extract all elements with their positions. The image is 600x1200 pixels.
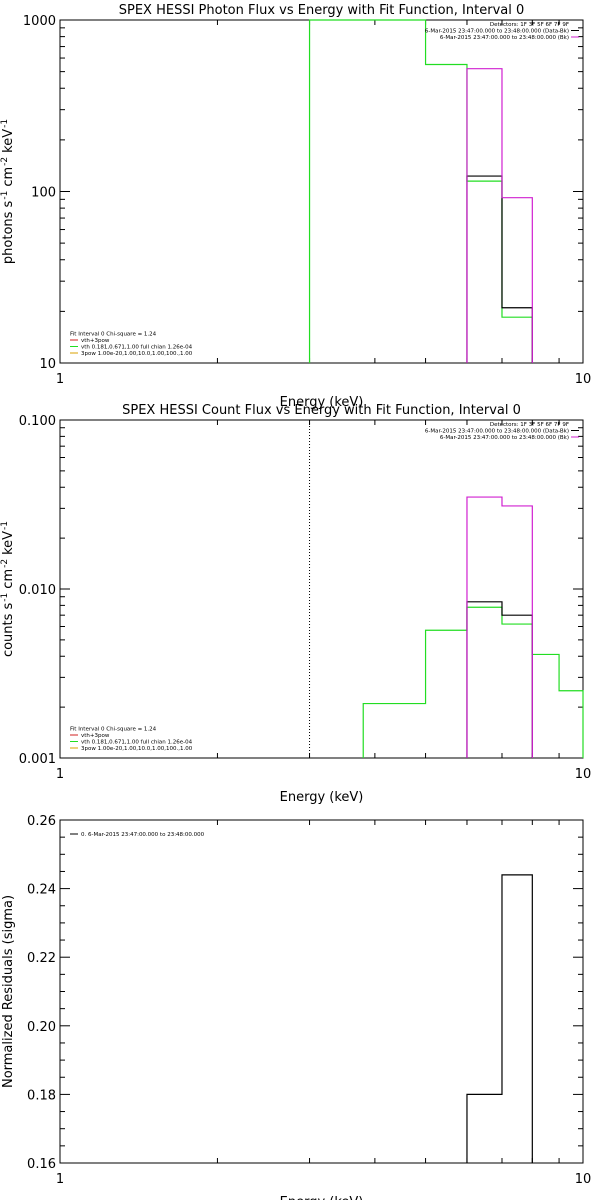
legend-entry: Fit Interval 0 Chi-square = 1.24 xyxy=(70,727,157,733)
y-axis-label-text: photons s xyxy=(1,200,16,264)
y-axis-label-part: keV xyxy=(1,129,16,153)
plot-frame xyxy=(59,19,584,364)
y-tick-label: 0.010 xyxy=(19,583,56,598)
chart-title: SPEX HESSI Count Flux vs Energy with Fit… xyxy=(122,403,521,418)
legend-entry: 0. 6-Mar-2015 23:47:00.000 to 23:48:00.0… xyxy=(81,832,205,838)
legend-entry: Detectors: 1F 3F 5F 6F 7F 9F xyxy=(490,422,569,428)
series-magenta xyxy=(466,496,533,758)
legend-entry: vth 0.181,0.671,1.00 full chian 1.26e-04 xyxy=(81,740,193,746)
y-axis-label: counts s-1cm-2keV-1 xyxy=(0,521,16,657)
x-tick-label: 10 xyxy=(575,767,592,782)
y-axis-label-part: keV xyxy=(1,531,16,555)
plot-frame xyxy=(59,419,584,759)
chart-panel-1: SPEX HESSI Photon Flux vs Energy with Fi… xyxy=(0,3,591,410)
series-black xyxy=(466,175,533,363)
legend-entry: 6-Mar-2015 23:47:00.000 to 23:48:00.000 … xyxy=(440,435,569,441)
x-axis-label: Energy (keV) xyxy=(280,1195,364,1200)
series-magenta xyxy=(466,68,533,363)
series-green xyxy=(362,606,584,758)
chart-title: SPEX HESSI Photon Flux vs Energy with Fi… xyxy=(119,3,525,18)
x-tick-label: 1 xyxy=(56,767,64,782)
chart-panel-2: SPEX HESSI Count Flux vs Energy with Fit… xyxy=(0,403,591,805)
x-tick-label: 1 xyxy=(56,1172,64,1187)
y-tick-label: 1000 xyxy=(23,14,56,29)
series-black xyxy=(466,874,533,1163)
y-tick-label: 0.100 xyxy=(19,414,56,429)
y-axis-label-part: -1 xyxy=(0,191,10,200)
x-tick-label: 1 xyxy=(56,372,64,387)
x-axis-label: Energy (keV) xyxy=(280,790,364,805)
chart-panel-3: 1 10 0.16 0.18 0.20 0.22 0.24 0.26 Energy (keV) N… xyxy=(1,814,591,1200)
legend-entry: 6-Mar-2015 23:47:00.000 to 23:48:00.000 … xyxy=(425,29,569,35)
legend-entry: Detectors: 1F 3F 5F 6F 7F 9F xyxy=(490,22,569,28)
plot-frame xyxy=(59,819,584,1164)
legend-entry: 3pow 1.00e-20,1.00,10.0,1.00,100.,1.00 xyxy=(81,351,193,357)
y-tick-label: 100 xyxy=(31,186,56,201)
y-tick-label: 0.26 xyxy=(27,814,56,829)
series-black xyxy=(466,601,533,758)
legend-entry: Fit Interval 0 Chi-square = 1.24 xyxy=(70,332,157,338)
y-tick-label: 0.18 xyxy=(27,1088,56,1103)
series-green xyxy=(308,19,533,363)
x-tick-label: 10 xyxy=(575,1172,592,1187)
legend-entry: 6-Mar-2015 23:47:00.000 to 23:48:00.000 … xyxy=(440,35,569,41)
y-axis-label-part: cm xyxy=(1,167,16,187)
y-axis-label: Normalized Residuals (sigma) xyxy=(1,895,16,1088)
y-axis-label-part: -2 xyxy=(0,157,10,166)
y-tick-label: 0.20 xyxy=(27,1020,56,1035)
y-tick-label: 0.16 xyxy=(27,1157,56,1172)
y-axis-label: photons s-1cm-2keV-1 xyxy=(0,119,16,264)
x-tick-label: 10 xyxy=(575,372,592,387)
legend-entry: vth+3pow xyxy=(81,338,110,344)
legend-entry: 6-Mar-2015 23:47:00.000 to 23:48:00.000 … xyxy=(425,429,569,435)
x-axis-label: Energy (keV) xyxy=(280,395,364,410)
y-axis-label-part: -2 xyxy=(0,559,10,568)
legend-entry: vth 0.181,0.671,1.00 full chian 1.26e-04 xyxy=(81,345,193,351)
y-axis-label-part: -1 xyxy=(0,521,10,530)
y-axis-label-part: cm xyxy=(1,569,16,589)
y-tick-label: 0.001 xyxy=(19,752,56,767)
y-tick-label: 10 xyxy=(39,357,56,372)
y-tick-label: 0.22 xyxy=(27,951,56,966)
y-axis-label-part: -1 xyxy=(0,593,10,602)
legend-entry: 3pow 1.00e-20,1.00,10.0,1.00,100.,1.00 xyxy=(81,746,193,752)
y-tick-label: 0.24 xyxy=(27,883,56,898)
y-axis-label-text: Normalized Residuals (sigma) xyxy=(1,895,16,1088)
y-axis-label-part: -1 xyxy=(0,119,10,128)
legend-entry: vth+3pow xyxy=(81,733,110,739)
y-axis-label-text: counts s xyxy=(1,602,16,657)
